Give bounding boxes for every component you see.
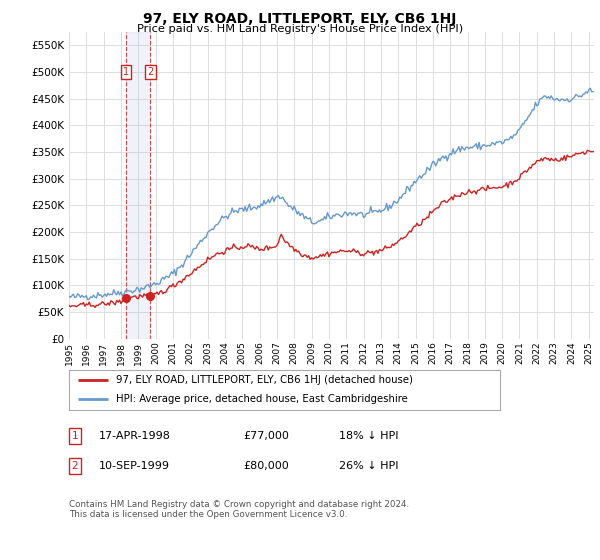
- Text: 26% ↓ HPI: 26% ↓ HPI: [339, 461, 398, 471]
- Text: 2: 2: [71, 461, 79, 471]
- Text: £80,000: £80,000: [243, 461, 289, 471]
- Text: 2: 2: [147, 67, 154, 77]
- Text: 10-SEP-1999: 10-SEP-1999: [99, 461, 170, 471]
- Text: 97, ELY ROAD, LITTLEPORT, ELY, CB6 1HJ (detached house): 97, ELY ROAD, LITTLEPORT, ELY, CB6 1HJ (…: [116, 376, 413, 385]
- Text: HPI: Average price, detached house, East Cambridgeshire: HPI: Average price, detached house, East…: [116, 394, 408, 404]
- Text: Contains HM Land Registry data © Crown copyright and database right 2024.
This d: Contains HM Land Registry data © Crown c…: [69, 500, 409, 519]
- Text: 1: 1: [123, 67, 129, 77]
- Text: Price paid vs. HM Land Registry's House Price Index (HPI): Price paid vs. HM Land Registry's House …: [137, 24, 463, 34]
- Text: 97, ELY ROAD, LITTLEPORT, ELY, CB6 1HJ: 97, ELY ROAD, LITTLEPORT, ELY, CB6 1HJ: [143, 12, 457, 26]
- Text: £77,000: £77,000: [243, 431, 289, 441]
- Text: 1: 1: [71, 431, 79, 441]
- Text: 18% ↓ HPI: 18% ↓ HPI: [339, 431, 398, 441]
- Bar: [126, 32, 150, 339]
- Text: 17-APR-1998: 17-APR-1998: [99, 431, 171, 441]
